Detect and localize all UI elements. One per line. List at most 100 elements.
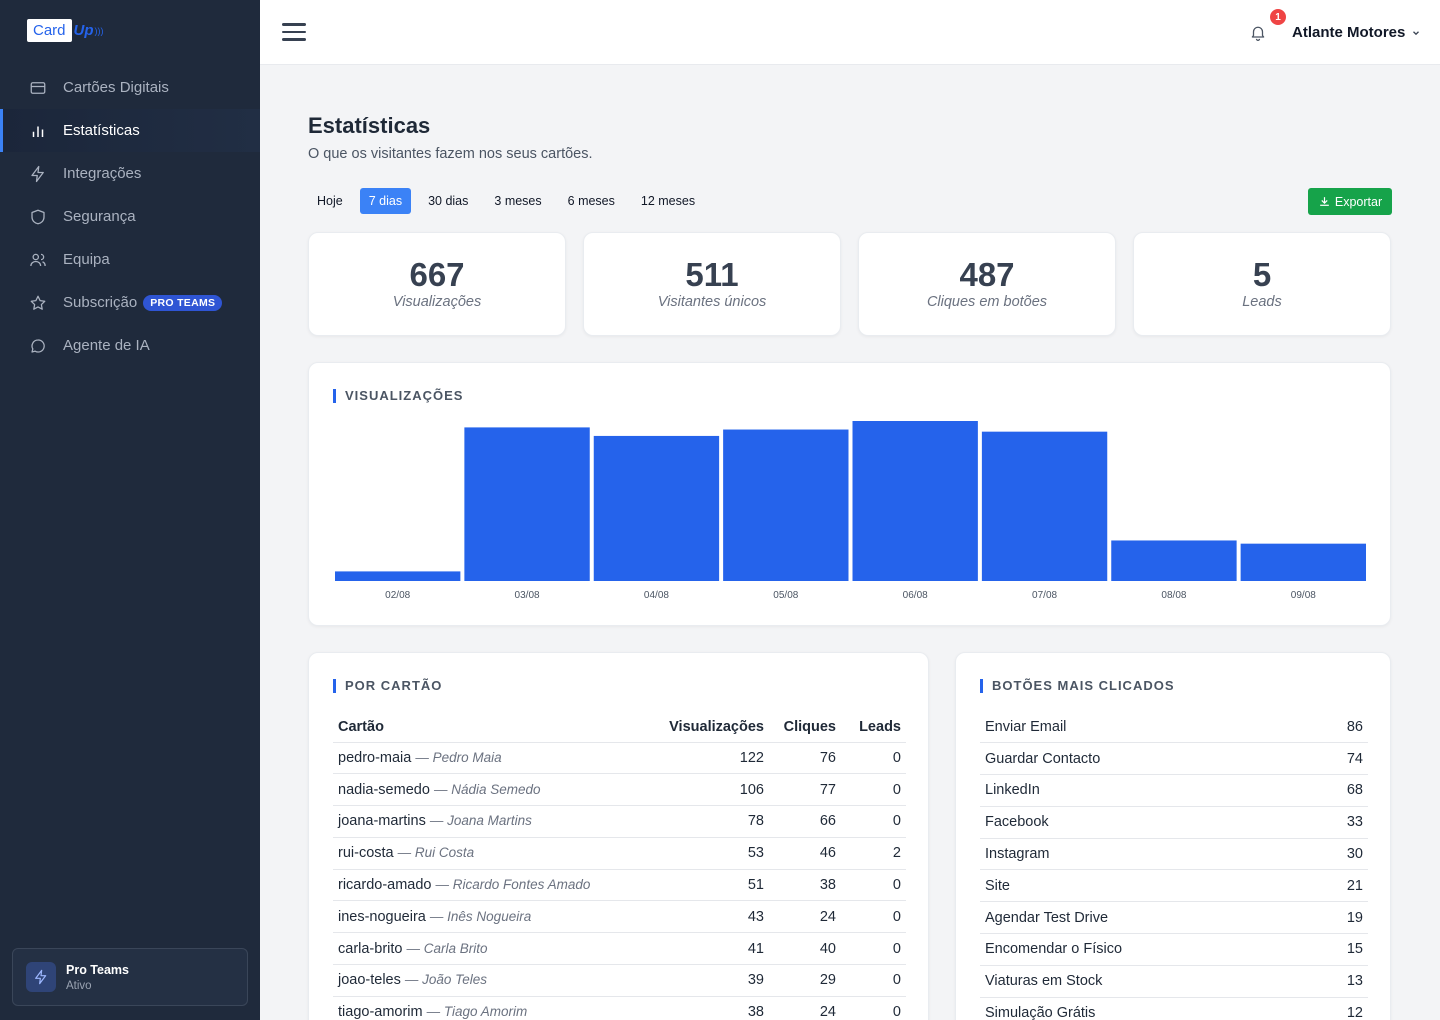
button-count: 74 — [1309, 742, 1368, 776]
download-icon — [1320, 197, 1329, 206]
range-6-months[interactable]: 6 meses — [567, 194, 615, 208]
col-header-leads: Leads — [841, 712, 906, 743]
clicks-cell: 77 — [769, 773, 841, 807]
card-slug[interactable]: carla-brito — [338, 940, 403, 957]
export-button[interactable]: Exportar — [1308, 188, 1392, 215]
stat-value: 511 — [685, 256, 739, 293]
range-12-months[interactable]: 12 meses — [640, 194, 696, 208]
chart-title: VISUALIZAÇÕES — [333, 389, 463, 403]
chart-bar-08-08[interactable] — [1111, 540, 1237, 581]
per-card-table-card: POR CARTÃO Cartão Visualizações Cliques … — [308, 652, 929, 1020]
range-today[interactable]: Hoje — [317, 194, 343, 208]
per-card-table: Cartão Visualizações Cliques Leads pedro… — [333, 712, 906, 1020]
table-row: joana-martins — Joana Martins 78 66 0 — [333, 805, 906, 838]
bolt-icon — [28, 164, 48, 184]
card-slug[interactable]: nadia-semedo — [338, 781, 430, 798]
card-slug[interactable]: ines-nogueira — [338, 908, 426, 925]
list-item: Agendar Test Drive 19 — [980, 901, 1368, 935]
card-slug-cell: rui-costa — Rui Costa — [333, 837, 651, 870]
card-owner: — Tiago Amorim — [426, 1004, 528, 1020]
stat-card-leads: 5 Leads — [1133, 232, 1391, 336]
card-slug-cell: joana-martins — Joana Martins — [333, 805, 651, 838]
card-owner: — Rui Costa — [397, 845, 475, 861]
page-subtitle: O que os visitantes fazem nos seus cartõ… — [308, 146, 593, 162]
top-buttons-table: Enviar Email 86 Guardar Contacto 74 LinkedIn… — [980, 711, 1368, 1020]
card-slug[interactable]: rui-costa — [338, 845, 394, 862]
chart-bar-02-08[interactable] — [335, 571, 461, 581]
button-count: 30 — [1309, 838, 1368, 871]
list-item: Viaturas em Stock 13 — [980, 965, 1368, 998]
chart-tick-label: 09/08 — [1291, 590, 1316, 601]
card-slug[interactable]: tiago-amorim — [338, 1004, 423, 1020]
stat-card-views: 667 Visualizações — [308, 232, 566, 336]
bell-icon[interactable] — [1249, 23, 1269, 43]
chart-tick-label: 08/08 — [1161, 590, 1186, 601]
top-buttons-title: BOTÕES MAIS CLICADOS — [980, 679, 1175, 693]
plan-card[interactable]: Pro Teams Ativo — [12, 948, 248, 1006]
table-row: nadia-semedo — Nádia Semedo 106 77 0 — [333, 773, 906, 807]
chart-bar-06-08[interactable] — [852, 421, 978, 581]
button-count: 68 — [1309, 774, 1368, 807]
chart-bar-07-08[interactable] — [981, 431, 1108, 581]
sidebar-item-cartoes[interactable]: Cartões Digitais — [0, 66, 260, 109]
range-7-days[interactable]: 7 dias — [359, 188, 412, 214]
card-owner: — Nádia Semedo — [433, 781, 541, 797]
views-cell: 38 — [651, 996, 769, 1020]
menu-toggle-icon[interactable] — [282, 23, 306, 41]
chart-bar-09-08[interactable] — [1240, 543, 1366, 581]
button-label: Guardar Contacto — [980, 742, 1310, 776]
chart-bar-04-08[interactable] — [593, 435, 720, 581]
sidebar-item-equipa[interactable]: Equipa — [0, 238, 260, 281]
sidebar-item-seguranca[interactable]: Segurança — [0, 195, 260, 238]
card-slug-cell: pedro-maia — Pedro Maia — [333, 742, 651, 775]
bolt-icon — [26, 962, 56, 992]
brand-logo[interactable]: Card Up ))) — [27, 19, 104, 42]
card-slug[interactable]: joao-teles — [338, 972, 401, 989]
account-menu[interactable]: Atlante Motores — [1292, 24, 1421, 41]
signal-icon: ))) — [94, 25, 104, 36]
export-label: Exportar — [1334, 194, 1383, 209]
button-count: 86 — [1309, 711, 1368, 744]
clicks-cell: 40 — [769, 932, 841, 966]
chart-bar-05-08[interactable] — [723, 429, 849, 581]
list-item: Enviar Email 86 — [980, 711, 1368, 744]
star-icon — [28, 293, 48, 313]
sidebar-item-integracoes[interactable]: Integrações — [0, 152, 260, 195]
button-count: 12 — [1309, 997, 1368, 1020]
card-slug-cell: tiago-amorim — Tiago Amorim — [333, 996, 651, 1020]
clicks-cell: 38 — [769, 869, 841, 902]
button-label: Encomendar o Físico — [980, 933, 1310, 966]
views-cell: 122 — [651, 742, 769, 775]
chart-bar-03-08[interactable] — [464, 427, 590, 581]
chart-tick-label: 05/08 — [773, 590, 798, 601]
stat-label: Leads — [1242, 294, 1282, 310]
views-cell: 78 — [651, 805, 769, 838]
card-owner: — Joana Martins — [429, 813, 532, 829]
range-3-months[interactable]: 3 meses — [494, 194, 542, 208]
stat-label: Cliques em botões — [926, 294, 1048, 310]
users-icon — [28, 250, 48, 270]
range-selector: Hoje 7 dias 30 dias 3 meses 6 meses 12 m… — [308, 188, 712, 214]
sidebar-item-agente-ia[interactable]: Agente de IA — [0, 324, 260, 367]
sidebar-item-estatisticas[interactable]: Estatísticas — [0, 109, 260, 152]
leads-cell: 0 — [841, 900, 906, 934]
leads-cell: 0 — [841, 932, 906, 966]
clicks-cell: 24 — [769, 996, 841, 1020]
card-slug-cell: ines-nogueira — Inês Nogueira — [333, 900, 651, 934]
chat-icon — [28, 336, 48, 356]
button-count: 21 — [1309, 869, 1368, 903]
card-slug[interactable]: pedro-maia — [338, 749, 412, 766]
plan-status: Ativo — [66, 979, 92, 992]
card-slug[interactable]: joana-martins — [338, 813, 426, 830]
chevron-down-icon — [1413, 30, 1420, 35]
card-owner: — Ricardo Fontes Amado — [435, 877, 591, 893]
notification-badge: 1 — [1270, 9, 1286, 25]
clicks-cell: 24 — [769, 900, 841, 934]
sidebar-item-subscricao[interactable]: Subscrição PRO TEAMS — [0, 281, 260, 324]
sidebar-item-label: Cartões Digitais — [63, 79, 169, 96]
col-header-clicks: Cliques — [769, 712, 841, 743]
range-30-days[interactable]: 30 dias — [428, 194, 469, 208]
button-count: 19 — [1309, 901, 1368, 935]
card-slug[interactable]: ricardo-amado — [338, 877, 432, 894]
button-count: 33 — [1309, 806, 1368, 839]
